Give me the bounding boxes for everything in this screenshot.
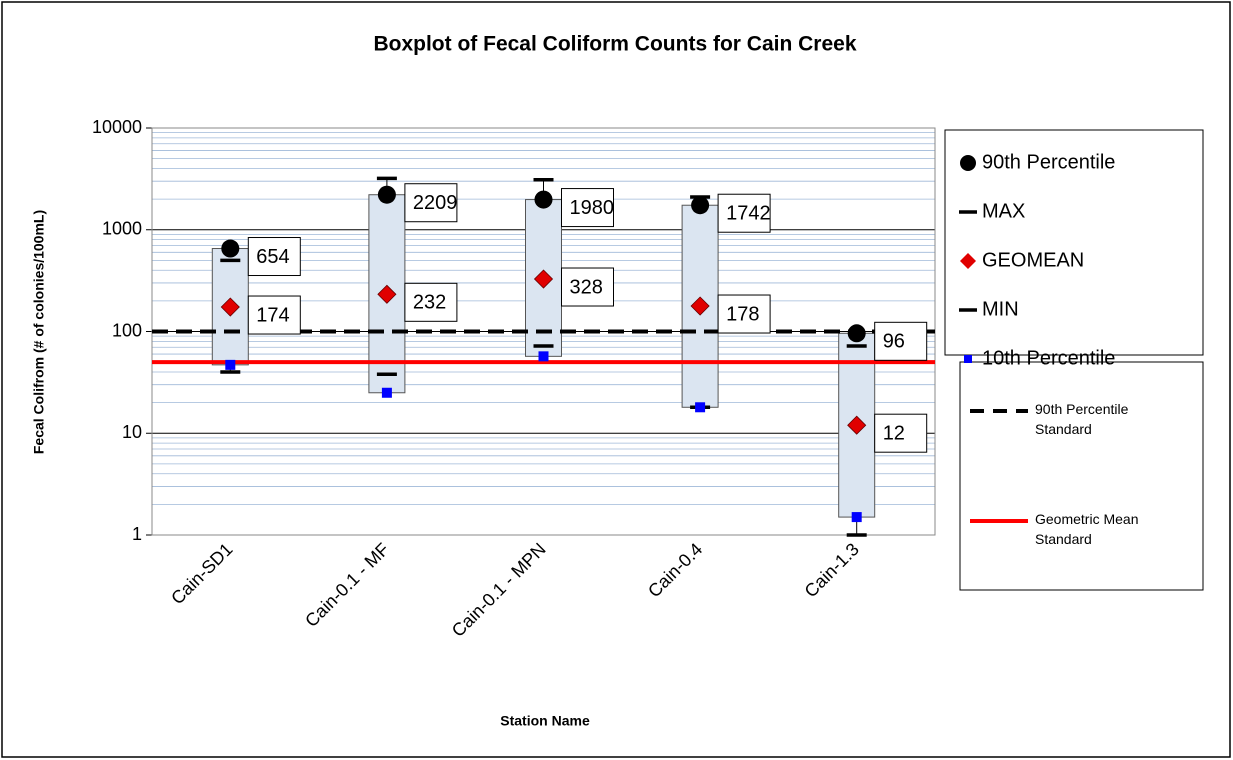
percentile-10-marker (695, 402, 706, 413)
geomean-marker (377, 284, 397, 304)
data-label: 232 (413, 292, 446, 314)
x-axis-label: Station Name (500, 713, 590, 729)
data-label: 1980 (570, 197, 615, 219)
geomean-marker (690, 296, 710, 316)
legend-swatch (960, 155, 976, 171)
y-tick-label: 1 (132, 524, 142, 544)
data-label-box (404, 183, 458, 223)
legend-label: 10th Percentile (982, 347, 1115, 369)
data-label: 328 (570, 276, 603, 298)
percentile-10-marker (538, 351, 549, 362)
legend-swatch (964, 355, 972, 363)
data-label-box (404, 282, 458, 322)
data-label: 12 (883, 422, 905, 444)
data-label-box (874, 413, 928, 453)
percentile-10-marker (225, 359, 236, 370)
data-label: 2209 (413, 192, 458, 214)
data-label-box (874, 321, 928, 361)
percentile-90-marker (377, 185, 396, 204)
legend-label: MIN (982, 298, 1019, 320)
legend-label: 90th Percentile (982, 151, 1115, 173)
legend-label: GEOMEAN (982, 249, 1084, 271)
geomean-marker (533, 269, 554, 289)
percentile-10-marker (381, 387, 392, 398)
y-axis-label: Fecal Colifrom (# of colonies/100mL) (31, 210, 47, 454)
percentile-90-marker (534, 190, 553, 209)
y-tick-label: 1000 (102, 219, 142, 239)
legend-swatch (960, 253, 976, 269)
data-label-box (247, 295, 301, 335)
data-label: 1742 (726, 203, 771, 225)
data-label-box (561, 188, 614, 228)
data-label-box (247, 237, 301, 277)
y-tick-label: 100 (112, 320, 142, 340)
percentile-90-marker (691, 196, 710, 215)
percentile-90-marker (221, 239, 240, 258)
percentile-10-marker (851, 512, 862, 523)
y-tick-label: 10000 (92, 117, 142, 137)
reference-legend-box (959, 361, 1204, 591)
percentile-90-marker (847, 324, 866, 343)
legend-label: MAX (982, 200, 1025, 222)
legend-label: 90th Percentile Standard (1035, 401, 1129, 437)
geomean-marker (847, 415, 867, 435)
data-label: 178 (726, 303, 759, 325)
data-label: 96 (883, 331, 905, 353)
data-label: 174 (256, 304, 289, 326)
data-label-box (717, 294, 771, 334)
y-tick-label: 10 (122, 422, 142, 442)
legend-box (944, 129, 1204, 356)
data-label-box (561, 267, 614, 307)
legend-label: Geometric Mean Standard (1035, 511, 1139, 547)
data-label-box (717, 193, 771, 233)
chart-title: Boxplot of Fecal Coliform Counts for Cai… (373, 33, 856, 56)
geomean-marker (220, 297, 240, 317)
data-label: 654 (256, 246, 289, 268)
